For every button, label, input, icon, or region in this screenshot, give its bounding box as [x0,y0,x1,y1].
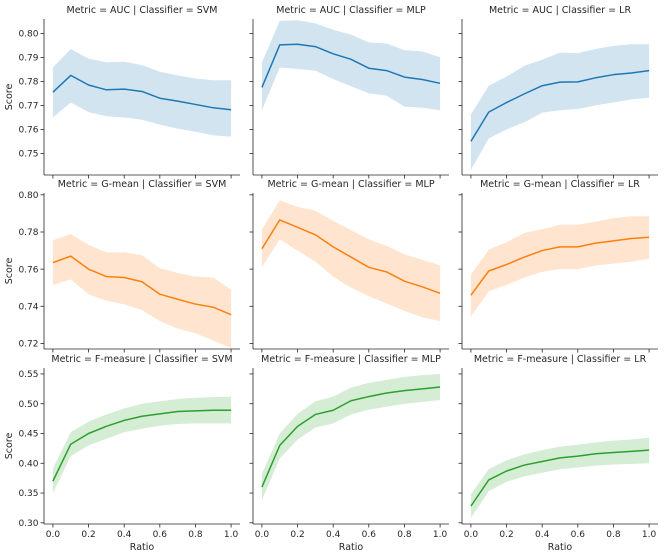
x-tick-label: 0.8 [606,530,621,540]
y-tick-label: 0.77 [18,102,38,112]
y-axis-label: Score [4,258,15,285]
facet-panel: 0.0 0.2 0.4 0.6 0.8 1.0 Metric = F-measure | C… [458,354,658,552]
facet-panel: Metric = AUC | Classifier = MLP [249,5,449,179]
x-tick-label: 0.8 [397,530,412,540]
facet-title: Metric = G-mean | Classifier = LR [480,179,640,190]
y-tick-label: 0.55 [18,370,38,380]
y-tick-label: 0.45 [18,430,38,440]
facet-panel: Metric = G-mean | Classifier = MLP [249,179,449,353]
y-axis-label: Score [4,433,15,460]
x-tick-label: 0.2 [499,530,513,540]
facet-title: Metric = F-measure | Classifier = MLP [261,354,441,365]
y-tick-label: 0.76 [18,126,38,136]
x-tick-label: 0.4 [326,530,341,540]
confidence-band [52,233,232,349]
confidence-band [261,200,441,322]
x-tick-label: 0.2 [290,530,304,540]
y-tick-label: 0.78 [18,78,38,88]
x-tick-label: 1.0 [642,530,657,540]
confidence-band [261,373,441,501]
y-tick-label: 0.80 [18,191,38,201]
y-tick-label: 0.75 [18,150,38,160]
confidence-band [261,20,441,111]
x-axis-label: Ratio [339,542,364,552]
x-tick-label: 0.6 [571,530,586,540]
facet-title: Metric = AUC | Classifier = LR [489,5,632,16]
facet-title: Metric = F-measure | Classifier = SVM [51,354,232,365]
x-tick-label: 0.0 [464,530,479,540]
y-tick-label: 0.78 [18,228,38,238]
facet-panel: 0.0 0.2 0.4 0.6 0.8 1.0 0.30 0.35 0.40 0.45 0.50 0.… [18,354,240,552]
y-tick-label: 0.40 [18,459,38,469]
y-tick-label: 0.74 [18,302,38,312]
x-tick-label: 0.6 [362,530,377,540]
confidence-band [52,49,232,137]
y-axis-label: Score [4,84,15,111]
facet-panel: 0.0 0.2 0.4 0.6 0.8 1.0 Metric = F-measure | C… [249,354,449,552]
x-tick-label: 0.6 [153,530,168,540]
y-tick-label: 0.72 [18,340,38,350]
confidence-band [470,216,650,317]
facet-title: Metric = G-mean | Classifier = MLP [267,179,434,190]
y-tick-label: 0.50 [18,400,38,410]
x-tick-label: 0.0 [46,530,61,540]
y-tick-label: 0.79 [18,54,38,64]
confidence-band [52,396,232,494]
x-tick-label: 1.0 [224,530,239,540]
x-tick-label: 1.0 [433,530,448,540]
facet-title: Metric = AUC | Classifier = MLP [276,5,426,16]
facet-panel: Metric = G-mean | Classifier = LR [458,179,658,353]
facet-panel: 0.72 0.74 0.76 0.78 0.80 Metric = G-mean | Cl… [18,179,240,353]
x-tick-label: 0.4 [535,530,550,540]
facet-title: Metric = AUC | Classifier = SVM [67,5,218,16]
y-tick-label: 0.30 [18,519,38,529]
x-tick-label: 0.8 [188,530,203,540]
x-tick-label: 0.0 [255,530,270,540]
confidence-band [470,437,650,519]
y-tick-label: 0.80 [18,30,38,40]
facet-panel: Metric = AUC | Classifier = LR [458,5,658,179]
facet-panel: 0.75 0.76 0.77 0.78 0.79 0.80 Metric = AUC | C… [18,5,240,179]
x-axis-label: Ratio [548,542,573,552]
x-tick-label: 0.4 [117,530,132,540]
facet-title: Metric = G-mean | Classifier = SVM [58,179,227,190]
x-tick-label: 0.2 [81,530,95,540]
x-axis-label: Ratio [130,542,155,552]
y-tick-label: 0.35 [18,489,38,499]
y-tick-label: 0.76 [18,265,38,275]
facet-title: Metric = F-measure | Classifier = LR [474,354,647,365]
